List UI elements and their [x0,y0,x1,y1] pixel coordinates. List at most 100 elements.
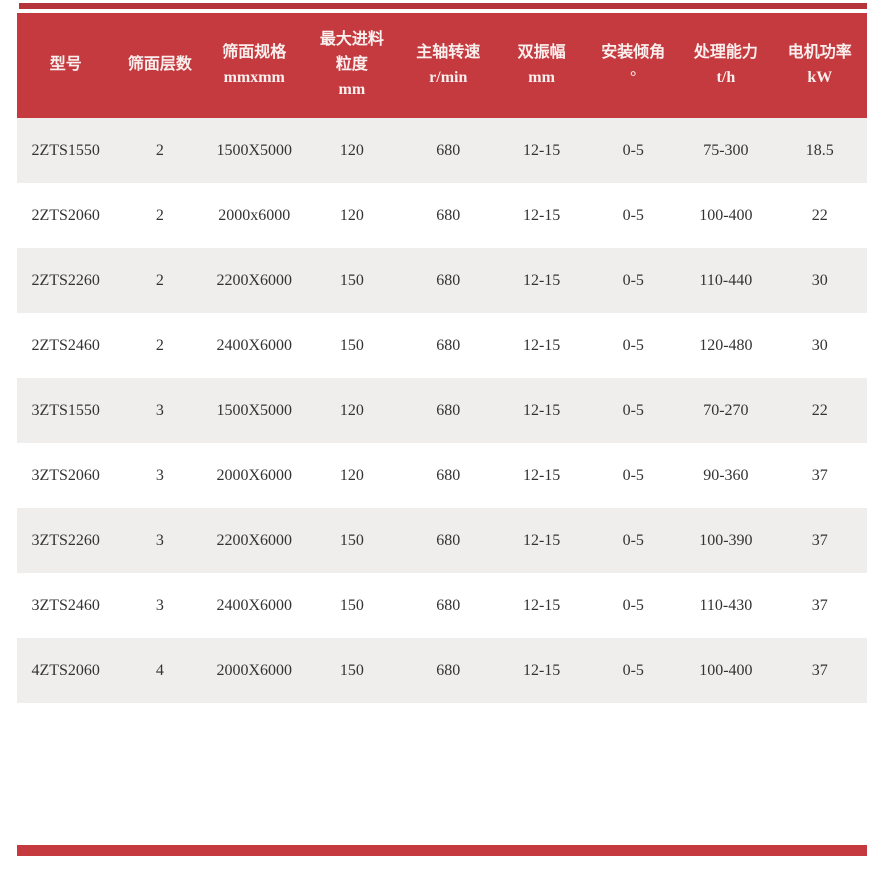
header-unit: mm [528,68,555,86]
cell-spindle-speed: 680 [436,141,461,159]
cell-capacity: 110-430 [699,596,753,614]
header-label: 主轴转速 [416,43,481,61]
header-unit: t/h [716,68,736,86]
cell-max-feed-size: 120 [339,401,364,419]
cell-layers: 4 [155,661,164,679]
bottom-accent-bar [17,845,867,856]
cell-model: 2ZTS2460 [31,336,100,354]
cell-capacity: 75-300 [703,141,749,159]
cell-model: 2ZTS2060 [31,206,100,224]
cell-capacity: 100-390 [699,531,753,549]
cell-screen-size: 1500X5000 [216,141,292,159]
cell-double-amplitude: 12-15 [522,661,561,679]
header-unit: r/min [429,68,468,86]
table-header-row: 型号 筛面层数 筛面规格 mmxmm 最大进料 粒度 mm 主轴转速 r/min [17,13,867,118]
cell-motor-power: 18.5 [805,141,834,159]
cell-layers: 2 [155,141,164,159]
cell-model: 4ZTS2060 [31,661,100,679]
cell-screen-size: 2400X6000 [216,336,292,354]
cell-motor-power: 22 [811,401,828,419]
cell-install-angle: 0-5 [622,531,644,549]
cell-double-amplitude: 12-15 [522,466,561,484]
header-cell-model: 型号 [17,53,114,78]
cell-spindle-speed: 680 [436,401,461,419]
cell-model: 3ZTS1550 [31,401,100,419]
cell-capacity: 110-440 [699,271,753,289]
cell-max-feed-size: 150 [339,271,364,289]
cell-layers: 2 [155,271,164,289]
cell-max-feed-size: 150 [339,336,364,354]
cell-spindle-speed: 680 [436,531,461,549]
cell-install-angle: 0-5 [622,466,644,484]
cell-motor-power: 37 [811,596,828,614]
cell-screen-size: 2000x6000 [218,206,291,224]
cell-double-amplitude: 12-15 [522,206,561,224]
table-row: 2ZTS2260 2 2200X6000 150 680 12-15 0-5 1… [17,248,867,313]
cell-install-angle: 0-5 [622,271,644,289]
cell-spindle-speed: 680 [436,596,461,614]
cell-spindle-speed: 680 [436,271,461,289]
cell-spindle-speed: 680 [436,206,461,224]
cell-max-feed-size: 120 [339,141,364,159]
table-row: 2ZTS2460 2 2400X6000 150 680 12-15 0-5 1… [17,313,867,378]
header-cell-double-amplitude: 双振幅 mm [496,41,587,91]
cell-screen-size: 2400X6000 [216,596,292,614]
cell-max-feed-size: 120 [339,466,364,484]
cell-capacity: 100-400 [699,661,753,679]
cell-spindle-speed: 680 [436,661,461,679]
cell-install-angle: 0-5 [622,336,644,354]
header-cell-capacity: 处理能力 t/h [679,41,772,91]
header-unit: mm [338,80,366,98]
header-cell-motor-power: 电机功率 kW [773,41,867,91]
cell-max-feed-size: 150 [339,661,364,679]
cell-layers: 3 [155,466,164,484]
cell-capacity: 70-270 [703,401,749,419]
cell-model: 3ZTS2260 [31,531,100,549]
table-row: 3ZTS2060 3 2000X6000 120 680 12-15 0-5 9… [17,443,867,508]
cell-capacity: 90-360 [703,466,749,484]
cell-motor-power: 30 [811,271,828,289]
header-cell-layers: 筛面层数 [114,53,205,78]
cell-motor-power: 30 [811,336,828,354]
cell-model: 3ZTS2460 [31,596,100,614]
page: 型号 筛面层数 筛面规格 mmxmm 最大进料 粒度 mm 主轴转速 r/min [0,3,884,870]
cell-install-angle: 0-5 [622,141,644,159]
cell-install-angle: 0-5 [622,596,644,614]
cell-max-feed-size: 150 [339,531,364,549]
table-row: 3ZTS2460 3 2400X6000 150 680 12-15 0-5 1… [17,573,867,638]
header-label: 筛面层数 [127,56,192,74]
cell-double-amplitude: 12-15 [522,271,561,289]
cell-spindle-speed: 680 [436,466,461,484]
table-row: 4ZTS2060 4 2000X6000 150 680 12-15 0-5 1… [17,638,867,703]
header-cell-install-angle: 安装倾角 ° [587,41,679,91]
cell-layers: 2 [155,206,164,224]
cell-double-amplitude: 12-15 [522,401,561,419]
cell-screen-size: 2200X6000 [216,271,292,289]
specification-table: 型号 筛面层数 筛面规格 mmxmm 最大进料 粒度 mm 主轴转速 r/min [17,13,867,703]
header-cell-screen-size: 筛面规格 mmxmm [205,41,303,91]
cell-screen-size: 2200X6000 [216,531,292,549]
header-label: 型号 [49,56,82,74]
header-label: 筛面规格 [222,43,287,61]
cell-motor-power: 22 [811,206,828,224]
cell-spindle-speed: 680 [436,336,461,354]
cell-max-feed-size: 120 [339,206,364,224]
header-unit: kW [807,68,833,86]
cell-motor-power: 37 [811,661,828,679]
cell-double-amplitude: 12-15 [522,141,561,159]
cell-capacity: 120-480 [699,336,753,354]
header-label: 双振幅 [517,43,566,61]
cell-motor-power: 37 [811,531,828,549]
cell-layers: 2 [155,336,164,354]
header-label: 安装倾角 [601,43,666,61]
table-row: 3ZTS2260 3 2200X6000 150 680 12-15 0-5 1… [17,508,867,573]
cell-layers: 3 [155,531,164,549]
header-label: 粒度 [335,56,368,74]
cell-layers: 3 [155,596,164,614]
cell-screen-size: 1500X5000 [216,401,292,419]
cell-install-angle: 0-5 [622,661,644,679]
cell-model: 2ZTS1550 [31,141,100,159]
cell-layers: 3 [155,401,164,419]
cell-screen-size: 2000X6000 [216,466,292,484]
top-accent-bar [19,3,867,9]
